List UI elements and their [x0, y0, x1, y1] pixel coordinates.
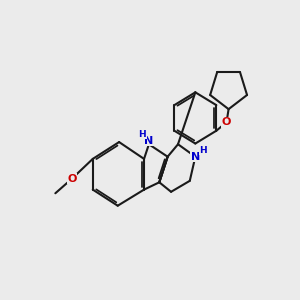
- Text: H: H: [200, 146, 207, 155]
- Text: N: N: [144, 136, 154, 146]
- Text: O: O: [67, 174, 77, 184]
- Text: O: O: [222, 117, 231, 127]
- Text: H: H: [139, 130, 146, 139]
- Text: N: N: [191, 152, 200, 162]
